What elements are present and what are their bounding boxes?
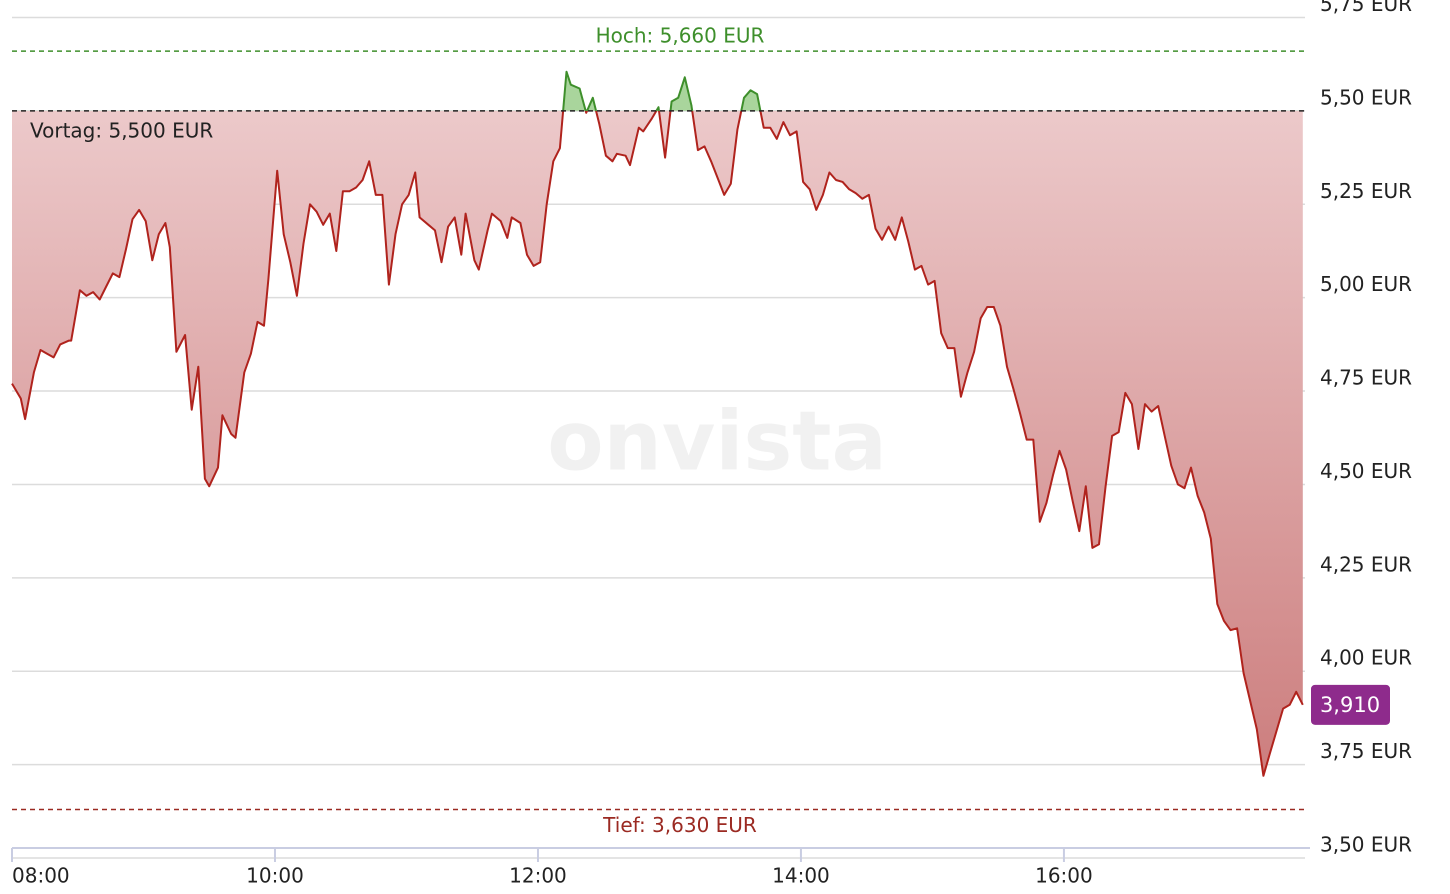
x-tick-label: 14:00 (772, 864, 830, 888)
price-line-up (562, 70, 762, 111)
reference-label: Tief: 3,630 EUR (602, 813, 757, 837)
y-tick-label: 5,25 EUR (1320, 179, 1412, 203)
x-tick-label: 10:00 (246, 864, 304, 888)
y-tick-label: 5,50 EUR (1320, 85, 1412, 109)
y-tick-label: 4,25 EUR (1320, 552, 1412, 576)
x-tick-label: 08:00 (12, 864, 70, 888)
last-value-label: 3,910 (1320, 693, 1380, 717)
y-tick-label: 4,00 EUR (1320, 646, 1412, 670)
x-tick-label: 16:00 (1035, 864, 1093, 888)
y-tick-label: 5,75 EUR (1320, 0, 1412, 16)
watermark: onvista (547, 394, 887, 489)
area-down (12, 110, 1303, 776)
reference-label: Hoch: 5,660 EUR (596, 24, 765, 48)
y-tick-label: 4,50 EUR (1320, 459, 1412, 483)
last-value-badge (1311, 684, 1390, 725)
y-tick-label: 3,50 EUR (1320, 833, 1412, 857)
y-tick-label: 4,75 EUR (1320, 366, 1412, 390)
area-up (563, 71, 761, 111)
x-tick-label: 12:00 (509, 864, 567, 888)
price-line (11, 110, 1304, 777)
reference-label: Vortag: 5,500 EUR (30, 118, 213, 142)
y-tick-label: 3,75 EUR (1320, 739, 1412, 763)
y-tick-label: 5,00 EUR (1320, 272, 1412, 296)
